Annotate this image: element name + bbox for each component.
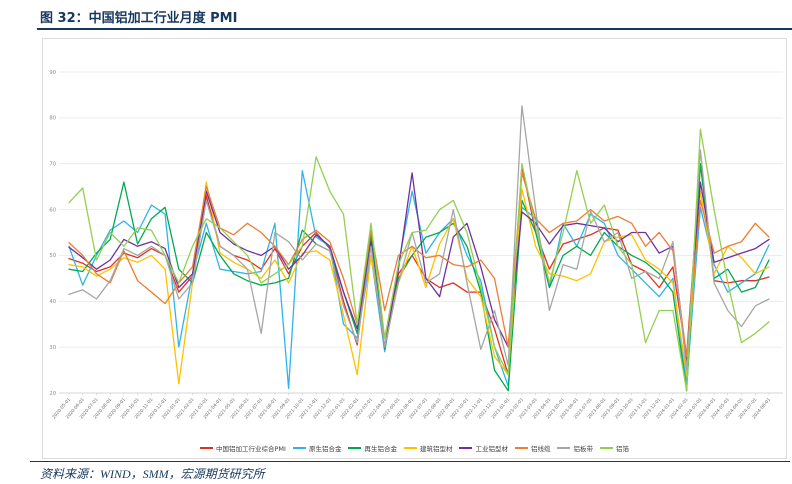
legend-label: 原生铝合金 <box>308 445 342 453</box>
legend-swatch <box>514 447 528 449</box>
legend-label: 再生铝合金 <box>364 445 397 453</box>
series-line <box>68 163 770 392</box>
legend-label: 铝箔 <box>615 445 629 453</box>
legend-item: 再生铝合金 <box>348 443 397 453</box>
legend-label: 中国铝加工行业综合PMI <box>216 445 286 453</box>
legend-item: 原生铝合金 <box>292 443 342 453</box>
pmi-line-chart: 20304050607080902020-05-012020-06-012020… <box>49 70 783 420</box>
series-line <box>68 172 770 362</box>
legend-swatch <box>557 447 571 449</box>
legend-item: 铝箔 <box>599 443 629 453</box>
legend-swatch <box>599 447 613 449</box>
title-underline <box>37 28 792 30</box>
svg-text:90: 90 <box>49 70 56 76</box>
footer-divider <box>30 461 790 462</box>
svg-text:60: 60 <box>49 207 56 213</box>
source-note: 资料来源：WIND，SMM，宏源期货研究所 <box>40 467 265 481</box>
svg-text:70: 70 <box>49 162 56 168</box>
legend-item: 铝板带 <box>557 443 593 453</box>
legend-label: 工业铝型材 <box>475 445 508 453</box>
legend-item: 建筑铝型材 <box>403 443 453 453</box>
svg-text:20: 20 <box>49 391 56 397</box>
svg-text:80: 80 <box>49 116 56 122</box>
legend-label: 铝线缆 <box>530 445 551 453</box>
legend-swatch <box>200 447 214 449</box>
legend-label: 铝板带 <box>573 445 593 453</box>
legend-label: 建筑铝型材 <box>419 445 453 453</box>
legend-item: 工业铝型材 <box>459 443 508 453</box>
legend-swatch <box>348 447 362 449</box>
figure-title: 图 32：中国铝加工行业月度 PMI <box>40 11 238 26</box>
legend-swatch <box>292 447 306 449</box>
svg-text:40: 40 <box>49 299 56 305</box>
series-line <box>68 105 770 371</box>
series-line <box>68 181 770 385</box>
legend-item: 铝线缆 <box>514 443 551 453</box>
series-line <box>68 172 770 357</box>
chart-legend: 中国铝加工行业综合PMI 原生铝合金 再生铝合金 建筑铝型材 工业铝型材 铝线缆 铝板带 铝箔 <box>43 443 786 453</box>
legend-swatch <box>459 447 473 449</box>
series-line <box>68 128 770 391</box>
legend-swatch <box>403 447 417 449</box>
chart-container: 20 30 40 50 60 70 80 90 2020-05-01 2020-06-01 2020… <box>42 38 787 459</box>
svg-text:50: 50 <box>49 253 56 259</box>
legend-item: 中国铝加工行业综合PMI <box>200 443 286 453</box>
svg-text:30: 30 <box>49 345 56 351</box>
